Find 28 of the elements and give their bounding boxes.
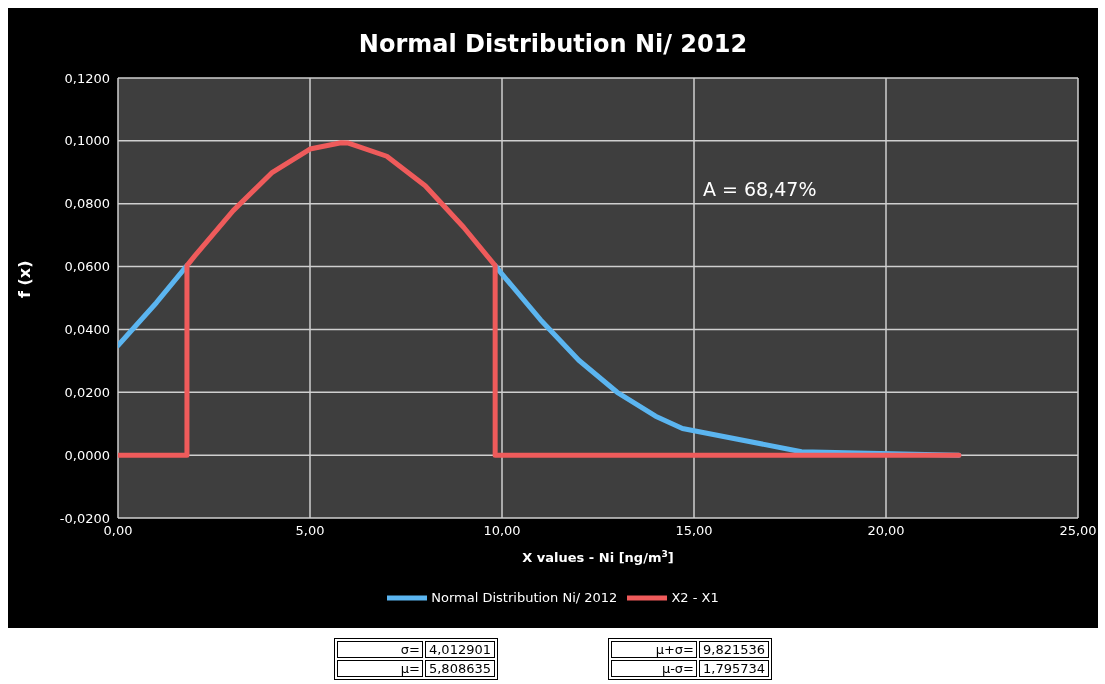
y-tick-label: 0,0800 (64, 196, 110, 212)
y-tick-label: -0,0200 (59, 510, 110, 526)
text: 5,808635 (424, 660, 495, 677)
chart-title: Normal Distribution Ni/ 2012 (357, 29, 749, 60)
y-tick-label: 0,1200 (64, 70, 110, 86)
text: 1,795734 (699, 660, 770, 677)
x-tick-label: 0,00 (103, 523, 133, 539)
y-tick-label: 0,0000 (64, 447, 110, 463)
x-tick-label: 20,00 (867, 523, 905, 539)
legend-label: Normal Distribution Ni/ 2012 (431, 589, 618, 605)
x-axis-title: X values - Ni [ng/m$^{3}$] (522, 549, 674, 565)
y-tick-label: 0,0400 (64, 322, 110, 338)
text: 4,012901 (424, 641, 495, 658)
x-tick-label: 5,00 (295, 523, 325, 539)
text: 9,821536 (699, 641, 770, 658)
y-axis-title: f (x) (14, 260, 34, 298)
y-tick-label: 0,1000 (64, 133, 110, 149)
text: μ= (336, 660, 423, 677)
x-tick-label: 10,00 (483, 523, 521, 539)
x-tick-label: 25,00 (1059, 523, 1097, 539)
text: σ= (336, 641, 423, 658)
text: μ+σ= (611, 641, 697, 658)
text: μ-σ= (611, 660, 697, 677)
y-tick-label: 0,0200 (64, 384, 110, 400)
x-tick-label: 15,00 (675, 523, 713, 539)
annotation: A = 68,47% (703, 178, 817, 200)
y-tick-label: 0,0600 (64, 259, 110, 275)
legend-label: X2 - X1 (671, 589, 719, 605)
